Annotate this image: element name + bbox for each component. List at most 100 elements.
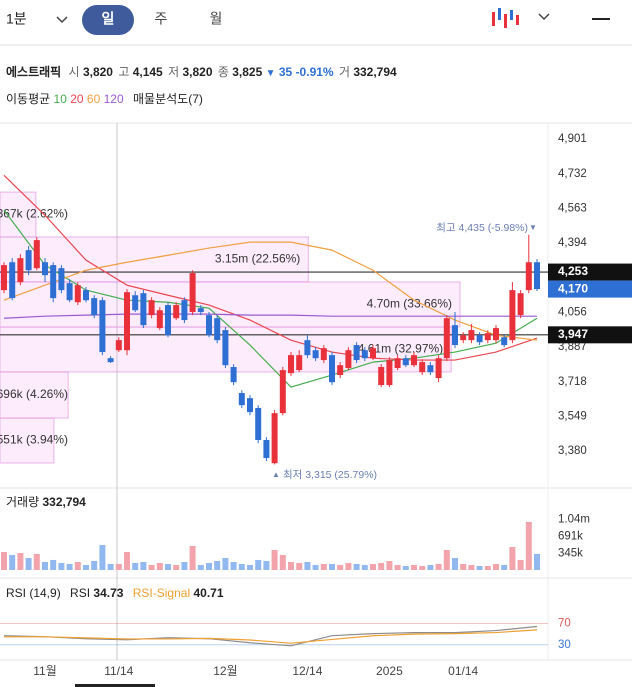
icon-part: [498, 8, 501, 20]
candle-body: [402, 358, 409, 366]
chevron[interactable]: [56, 16, 68, 24]
volume-bar: [288, 562, 294, 570]
quote-value: 3,825: [232, 65, 262, 79]
candle-body: [271, 413, 278, 464]
candle-body: [247, 398, 253, 413]
volume-profile-label: 551k (3.94%): [0, 433, 68, 447]
candle-body: [394, 358, 401, 369]
volume-bar: [197, 565, 204, 570]
candle-body: [279, 370, 286, 414]
candle-body: [460, 335, 467, 341]
candle-body: [214, 318, 221, 341]
volume-bar: [509, 546, 516, 570]
candle-body: [140, 293, 147, 326]
icon-part: [492, 12, 495, 26]
x-tick-label: 12월: [213, 664, 237, 678]
candle-body: [58, 268, 65, 291]
volume-bar: [1, 551, 7, 570]
candle-body: [312, 350, 319, 359]
volume-bar: [460, 563, 467, 570]
candle-body: [156, 310, 163, 329]
candle-body: [452, 325, 458, 346]
volume-bar: [124, 551, 130, 570]
quote-label: 저: [168, 65, 179, 79]
chart-layer: 367k (2.62%) 3.15m (22.56%) 4.70m (33.66%)…: [0, 133, 632, 678]
candle-body: [345, 350, 352, 369]
volume-bar: [156, 562, 163, 570]
candle-body: [411, 355, 417, 366]
candle-body: [329, 355, 335, 383]
profile-label[interactable]: 매물분석도(7): [133, 92, 203, 106]
candle-body: [525, 262, 532, 291]
tab-pill[interactable]: [82, 5, 134, 35]
candle-body: [517, 293, 524, 316]
quote-label: 종: [218, 65, 229, 79]
candle-body: [33, 240, 40, 269]
volume-bar: [370, 563, 376, 570]
down-arrow: ▼: [266, 68, 276, 79]
low-annotation: 최저 3,315 (25.79%): [283, 469, 377, 481]
icon-part: [510, 10, 513, 20]
volume-bar: [115, 563, 122, 570]
volume-bar: [525, 521, 532, 570]
candle-body: [484, 333, 491, 341]
tab[interactable]: 일: [102, 11, 115, 27]
volume-bar: [304, 562, 311, 570]
candle-body: [296, 355, 303, 371]
volume-bar: [181, 562, 188, 570]
volume-current: 332,794: [42, 495, 86, 509]
candle-body: [83, 290, 89, 301]
y-tick-label: 4,056: [558, 307, 587, 319]
candle-body: [378, 367, 385, 386]
ma-legend[interactable]: 60: [87, 92, 101, 106]
candle-body: [353, 345, 360, 361]
volume-bar: [263, 560, 270, 570]
candle-body: [304, 340, 311, 356]
low-marker: ▲: [272, 470, 280, 479]
quote-label: 시: [69, 65, 80, 79]
volume-bar: [361, 565, 368, 570]
candle-body: [17, 258, 24, 283]
candle-body: [99, 300, 106, 353]
candle-body: [435, 358, 442, 379]
rsi-title: RSI (14,9): [6, 586, 61, 600]
volume-bar: [214, 560, 221, 570]
volume-bar: [17, 552, 24, 570]
candle-body: [534, 262, 540, 290]
candle-body: [337, 365, 344, 376]
candle-body: [320, 348, 327, 361]
volume-bar: [443, 549, 450, 570]
volume-profile-label: 3.15m (22.56%): [215, 252, 300, 266]
quote-value: 332,794: [353, 65, 397, 79]
candle-body: [501, 337, 508, 346]
rsi-line: [3, 625, 538, 647]
volume-bar: [345, 562, 352, 570]
ma-legend[interactable]: 10: [54, 92, 68, 106]
volume-bar: [83, 565, 89, 570]
candle-body: [124, 292, 130, 351]
candle-body: [263, 440, 270, 459]
rsi-header: RSI (14,9) RSI 34.73 RSI-Signal 40.71: [6, 586, 224, 600]
moving-average: [3, 174, 538, 361]
interval-select[interactable]: 1분: [6, 11, 27, 27]
volume-bar: [140, 562, 147, 570]
tab[interactable]: 월: [210, 11, 223, 27]
candle-body: [370, 348, 376, 359]
volume-bar: [189, 545, 196, 570]
quote-value: 3,820: [83, 65, 113, 79]
volume-bar: [42, 562, 48, 570]
y-tick-label: 3,887: [558, 341, 587, 353]
candle-body: [66, 283, 73, 301]
volume-bar: [91, 560, 98, 570]
price-tag: [548, 263, 632, 281]
ma-legend[interactable]: 20: [70, 92, 84, 106]
stock-name: 에스트래픽: [6, 64, 61, 79]
tab[interactable]: 주: [155, 11, 168, 27]
ma-legend[interactable]: 120: [104, 92, 124, 106]
volume-bar: [320, 563, 327, 570]
candle-body: [165, 305, 171, 336]
chart-type-icon[interactable]: [492, 8, 519, 28]
chevron[interactable]: [538, 13, 550, 21]
volume-bar: [247, 565, 253, 570]
